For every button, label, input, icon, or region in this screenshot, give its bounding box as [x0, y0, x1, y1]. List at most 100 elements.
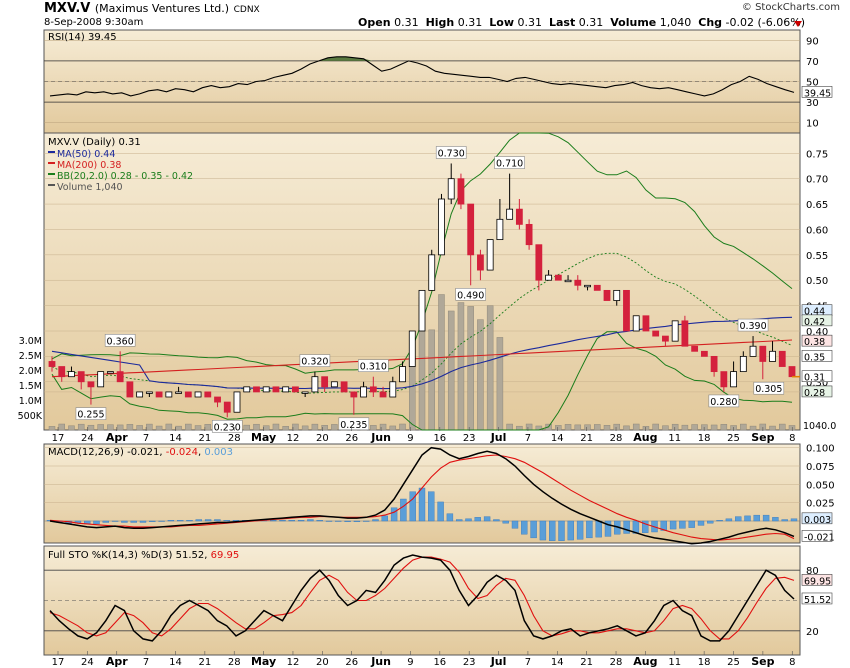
macd-histogram-bar: [297, 520, 305, 522]
macd-histogram-bar: [669, 520, 677, 530]
price-annotation: 0.230: [214, 422, 241, 433]
x-tick-label-top: 26: [345, 433, 358, 444]
macd-histogram-bar: [530, 520, 537, 539]
volume-bar: [262, 425, 270, 431]
price-annotation-box: [358, 359, 389, 372]
candle-body: [253, 386, 260, 393]
volume-bar: [126, 424, 134, 431]
x-tick-label-bottom: 17: [52, 657, 65, 668]
x-tick-label-bottom: 16: [433, 657, 446, 668]
sto-k-tag: 51.52: [804, 595, 831, 606]
macd-histogram-bar: [344, 520, 351, 522]
macd-histogram-bar: [446, 513, 454, 522]
candle-body: [272, 386, 280, 393]
macd-histogram-bar: [381, 515, 388, 522]
x-tick-label-bottom: 20: [316, 657, 329, 668]
candle-body: [116, 371, 124, 383]
price-annotation-box: [104, 334, 136, 347]
volume-bar: [467, 306, 474, 431]
candle-body: [759, 345, 767, 362]
volume-bar: [77, 423, 85, 431]
macd-line: [49, 446, 795, 545]
macd-histogram-bar: [642, 520, 649, 533]
macd-histogram-bar: [623, 520, 630, 534]
x-tick-label-bottom: Jun: [370, 655, 391, 668]
candle-body: [214, 396, 221, 403]
price-annotation: 0.360: [107, 336, 134, 347]
volume-bar: [555, 425, 562, 431]
x-tick-label-bottom: Sep: [751, 655, 774, 668]
exchange: CDNX: [233, 5, 260, 15]
volume-bar: [379, 423, 387, 431]
price-annotation: 0.730: [438, 148, 465, 159]
volume-bar: [370, 425, 377, 431]
x-tick-label-bottom: 18: [698, 657, 711, 668]
macd-histogram-bar: [223, 520, 230, 522]
volume-bar: [107, 424, 114, 431]
candle-body: [535, 244, 543, 281]
candle-body: [321, 376, 329, 388]
macd-histogram-bar: [390, 507, 398, 522]
volume-bar: [321, 425, 328, 431]
candle-body: [574, 279, 582, 286]
candle-body: [564, 279, 572, 283]
candle-body: [623, 289, 630, 332]
volume-bar: [282, 426, 289, 431]
price-annotation-box: [299, 354, 331, 367]
candle-body: [223, 401, 231, 413]
price-annotation: 0.305: [755, 384, 782, 395]
x-tick-label-bottom: 25: [727, 657, 740, 668]
x-tick-label-bottom: 14: [169, 657, 182, 668]
candle-body: [584, 284, 591, 288]
macd-tick-label: 0.100: [806, 444, 835, 455]
x-tick-label-bottom: 9: [407, 657, 413, 668]
macd-histogram-bar: [725, 518, 733, 522]
volume-axis-label: 500K: [18, 411, 43, 422]
price-annotation-box: [494, 156, 525, 169]
candle-body: [613, 289, 621, 301]
volume-axis-label: 1.5M: [19, 381, 42, 392]
macd-histogram-bar: [437, 501, 444, 522]
price-annotation-box: [455, 288, 486, 301]
macd-histogram-bar: [418, 487, 426, 522]
last-label: Last: [549, 16, 576, 29]
rsi-tick-label: 90: [806, 36, 819, 47]
candle-body: [447, 178, 455, 200]
x-tick-label-top: 7: [525, 433, 531, 444]
volume-bar: [574, 424, 582, 431]
macd-histogram-bar: [335, 520, 342, 522]
volume-bar: [399, 423, 406, 431]
macd-histogram-bar: [502, 520, 509, 524]
candle-body: [593, 284, 601, 291]
macd-tick-label: 0.025: [806, 499, 835, 510]
sto-k-line: [49, 554, 795, 642]
volume-bar: [720, 424, 728, 431]
candle-body: [48, 361, 56, 367]
volume-axis-label: 2.0M: [19, 366, 42, 377]
candle-body: [282, 386, 290, 393]
macd-histogram-bar: [121, 520, 128, 523]
x-tick-label-bottom: 7: [525, 657, 531, 668]
candle-body: [691, 345, 699, 352]
sto-title-part: 69.95: [211, 550, 240, 561]
x-tick-label-top: Jul: [490, 431, 507, 444]
x-tick-label-top: 11: [668, 433, 681, 444]
x-tick-label-top: 23: [463, 433, 476, 444]
volume-bar: [272, 423, 280, 431]
candle-body: [418, 289, 426, 332]
volume-bar: [116, 424, 124, 431]
candle-body: [350, 391, 358, 398]
x-tick-label-top: 9: [407, 433, 413, 444]
macd-histogram-bar: [716, 520, 723, 522]
macd-histogram-bar: [195, 519, 203, 522]
candle-body: [399, 366, 406, 383]
volume-bar: [740, 423, 747, 431]
candle-body: [292, 386, 299, 393]
macd-histogram-bar: [353, 520, 361, 522]
x-tick-label-top: Jun: [370, 431, 391, 444]
chevron-down-icon[interactable]: [793, 20, 803, 28]
x-tick-label-top: 21: [580, 433, 593, 444]
candle-body: [457, 178, 465, 205]
x-tick-label-top: 28: [610, 433, 623, 444]
x-tick-label-top: 18: [698, 433, 711, 444]
